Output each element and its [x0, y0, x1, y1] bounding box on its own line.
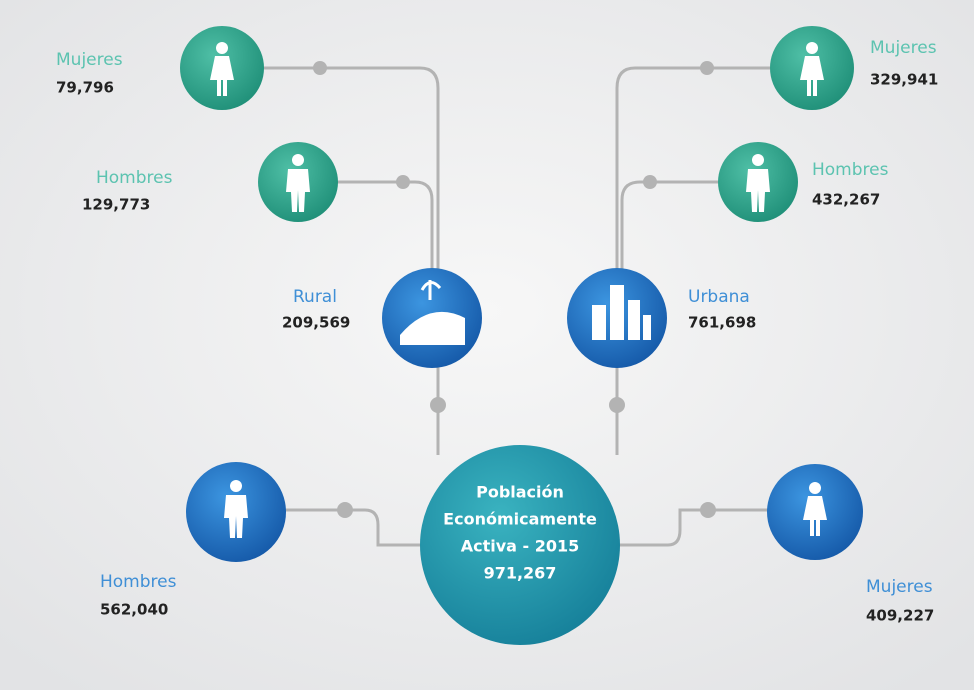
label: Hombres [100, 572, 177, 592]
connector [615, 508, 768, 547]
center-circle [420, 445, 620, 645]
value: 209,569 [282, 314, 350, 332]
label: Mujeres [56, 50, 123, 70]
icon-urban-men [718, 142, 798, 222]
dot [337, 502, 353, 518]
connector [615, 66, 770, 455]
icon-total-women [767, 464, 863, 560]
center-title: Económicamente [443, 510, 597, 529]
label: Urbana [688, 287, 750, 307]
dot [609, 397, 625, 413]
center-title: Población [476, 483, 564, 502]
label: Mujeres [870, 38, 937, 58]
icon-rural-men [258, 142, 338, 222]
value: 129,773 [82, 196, 150, 214]
icon-rural-women [180, 26, 264, 110]
connector [336, 180, 434, 270]
label: Rural [293, 287, 337, 307]
label: Hombres [812, 160, 889, 180]
value: 79,796 [56, 79, 114, 97]
dot [396, 175, 410, 189]
dot [313, 61, 327, 75]
value: 562,040 [100, 601, 168, 619]
label: Hombres [96, 168, 173, 188]
dot [700, 61, 714, 75]
icon-urban-women [770, 26, 854, 110]
value: 761,698 [688, 314, 756, 332]
connectors [262, 61, 770, 547]
icon-total-men [186, 462, 286, 562]
value: 329,941 [870, 71, 938, 89]
dot [643, 175, 657, 189]
connector [262, 66, 440, 455]
value: 409,227 [866, 607, 934, 625]
value: 432,267 [812, 191, 880, 209]
center-title: Activa - 2015 [461, 537, 580, 556]
connector [620, 180, 718, 270]
center-value: 971,267 [484, 564, 557, 583]
connector [286, 508, 425, 547]
dot [700, 502, 716, 518]
icon-rural [382, 268, 482, 368]
icon-urban [567, 268, 667, 368]
dot [430, 397, 446, 413]
label: Mujeres [866, 577, 933, 597]
